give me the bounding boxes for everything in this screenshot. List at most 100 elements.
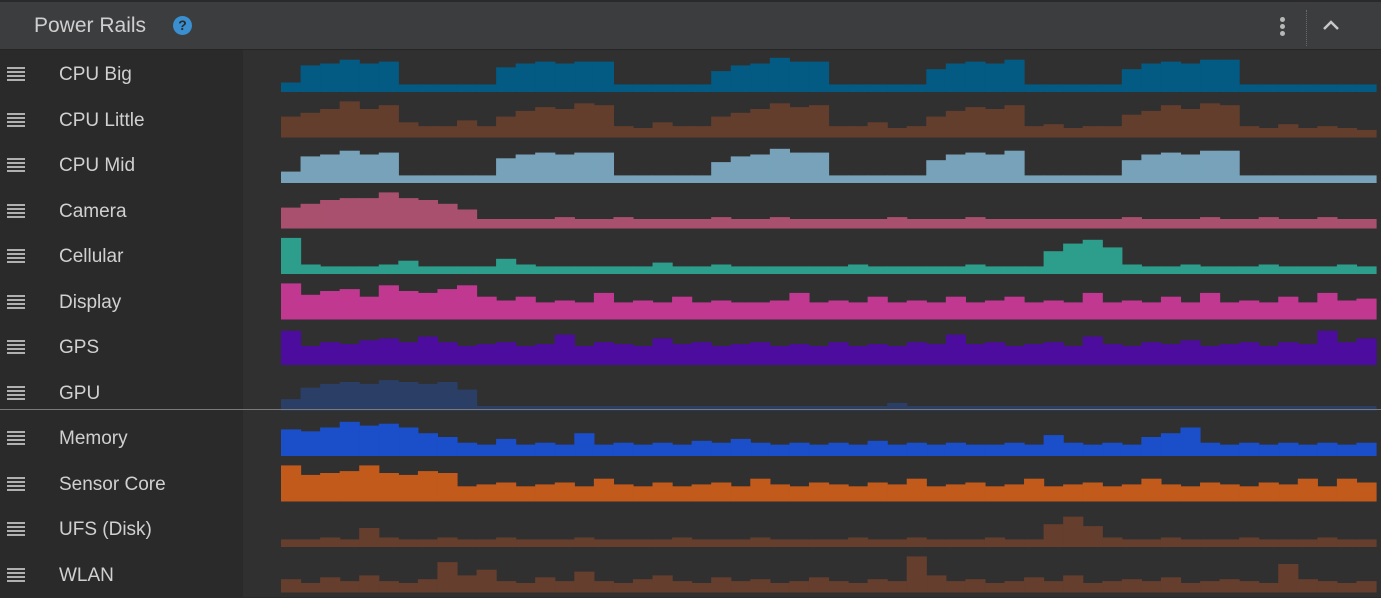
power-bar xyxy=(535,107,556,138)
power-bar xyxy=(1082,482,1103,502)
power-bar xyxy=(750,302,771,320)
help-icon[interactable]: ? xyxy=(173,16,192,35)
power-rails-header: Power Rails ? xyxy=(0,0,1381,50)
power-bar xyxy=(1356,482,1377,502)
power-bar xyxy=(281,330,302,365)
power-bar xyxy=(1317,486,1338,502)
rail-row: Camera xyxy=(0,189,243,234)
power-bar xyxy=(1219,59,1240,92)
power-bar xyxy=(769,148,790,183)
power-bar xyxy=(848,444,869,456)
power-bar xyxy=(828,266,849,274)
power-bar xyxy=(1121,160,1142,183)
power-bar xyxy=(1317,405,1338,411)
power-bar xyxy=(437,537,458,547)
power-bar xyxy=(828,84,849,92)
power-bar xyxy=(476,175,497,183)
power-bar xyxy=(339,471,360,502)
power-bar xyxy=(632,486,654,502)
power-bar xyxy=(1317,175,1338,183)
separator xyxy=(1306,10,1307,46)
power-bar xyxy=(1024,577,1045,593)
rail-label: Sensor Core xyxy=(59,473,166,495)
power-bar xyxy=(281,399,302,411)
power-bar xyxy=(1239,84,1260,92)
power-bar xyxy=(1356,84,1377,92)
power-bar xyxy=(320,577,341,593)
power-bar xyxy=(984,486,1006,502)
power-bar xyxy=(496,482,517,502)
power-bar xyxy=(613,405,634,411)
drag-handle-icon[interactable] xyxy=(7,340,25,354)
power-bar xyxy=(281,429,302,456)
power-bar xyxy=(1141,219,1162,229)
power-bar xyxy=(769,266,790,274)
drag-handle-icon[interactable] xyxy=(7,158,25,172)
power-bar xyxy=(828,539,849,547)
power-bar xyxy=(632,346,654,365)
power-bar xyxy=(417,84,439,92)
power-bar xyxy=(945,442,966,456)
drag-handle-icon[interactable] xyxy=(7,112,25,127)
power-bar xyxy=(281,465,302,502)
drag-handle-icon[interactable] xyxy=(7,567,25,582)
drag-handle-icon[interactable] xyxy=(7,294,25,309)
power-bar xyxy=(320,109,341,138)
power-bar xyxy=(652,175,673,183)
power-bar xyxy=(554,63,575,92)
drag-handle-icon[interactable] xyxy=(7,203,25,218)
power-bar xyxy=(632,444,654,456)
power-bar xyxy=(808,152,830,183)
rail-label: Display xyxy=(59,291,122,313)
power-bar xyxy=(1278,564,1299,593)
chevron-up-icon[interactable] xyxy=(1320,14,1342,36)
power-bar xyxy=(1219,150,1240,183)
rail-labels: CPU Big CPU Little CPU Mid Camera Cellular Di… xyxy=(0,50,243,597)
power-bar xyxy=(359,528,380,547)
power-bar xyxy=(1043,300,1064,320)
power-bar xyxy=(1082,175,1103,183)
power-bar xyxy=(808,539,830,547)
power-bar xyxy=(1102,247,1123,274)
power-bar xyxy=(906,478,927,502)
power-bar xyxy=(1141,63,1162,92)
power-bar xyxy=(1082,583,1103,593)
power-bar xyxy=(417,433,439,456)
power-bar xyxy=(1200,266,1221,274)
power-bar xyxy=(945,154,966,183)
power-bar xyxy=(1336,84,1358,92)
power-bar xyxy=(769,444,790,456)
drag-handle-icon[interactable] xyxy=(7,249,25,263)
power-bar xyxy=(672,537,693,547)
power-bar xyxy=(593,105,615,138)
power-bar xyxy=(1102,486,1123,502)
power-bar xyxy=(554,266,575,274)
power-bar xyxy=(476,569,497,593)
power-bar xyxy=(926,116,947,138)
rail-row: CPU Mid xyxy=(0,143,243,188)
power-bar xyxy=(965,405,986,411)
power-bar xyxy=(515,583,536,593)
power-bar xyxy=(613,217,634,229)
power-bar xyxy=(848,486,869,502)
drag-handle-icon[interactable] xyxy=(7,476,25,491)
power-bar xyxy=(417,336,439,365)
power-bar xyxy=(867,539,888,547)
power-bar xyxy=(1063,128,1084,138)
power-bar xyxy=(496,405,517,411)
power-bar xyxy=(769,103,790,138)
more-vertical-icon[interactable] xyxy=(1272,15,1292,39)
drag-handle-icon[interactable] xyxy=(7,67,25,81)
drag-handle-icon[interactable] xyxy=(7,431,25,445)
power-bar xyxy=(750,405,771,411)
power-bar xyxy=(535,484,556,502)
power-bar xyxy=(672,219,693,229)
power-bar xyxy=(398,382,419,411)
drag-handle-icon[interactable] xyxy=(7,385,25,400)
power-bar xyxy=(1102,581,1123,593)
power-bar xyxy=(691,266,712,274)
power-bar xyxy=(554,444,575,456)
power-bar xyxy=(1336,405,1358,411)
power-bar xyxy=(476,539,497,547)
drag-handle-icon[interactable] xyxy=(7,522,25,536)
